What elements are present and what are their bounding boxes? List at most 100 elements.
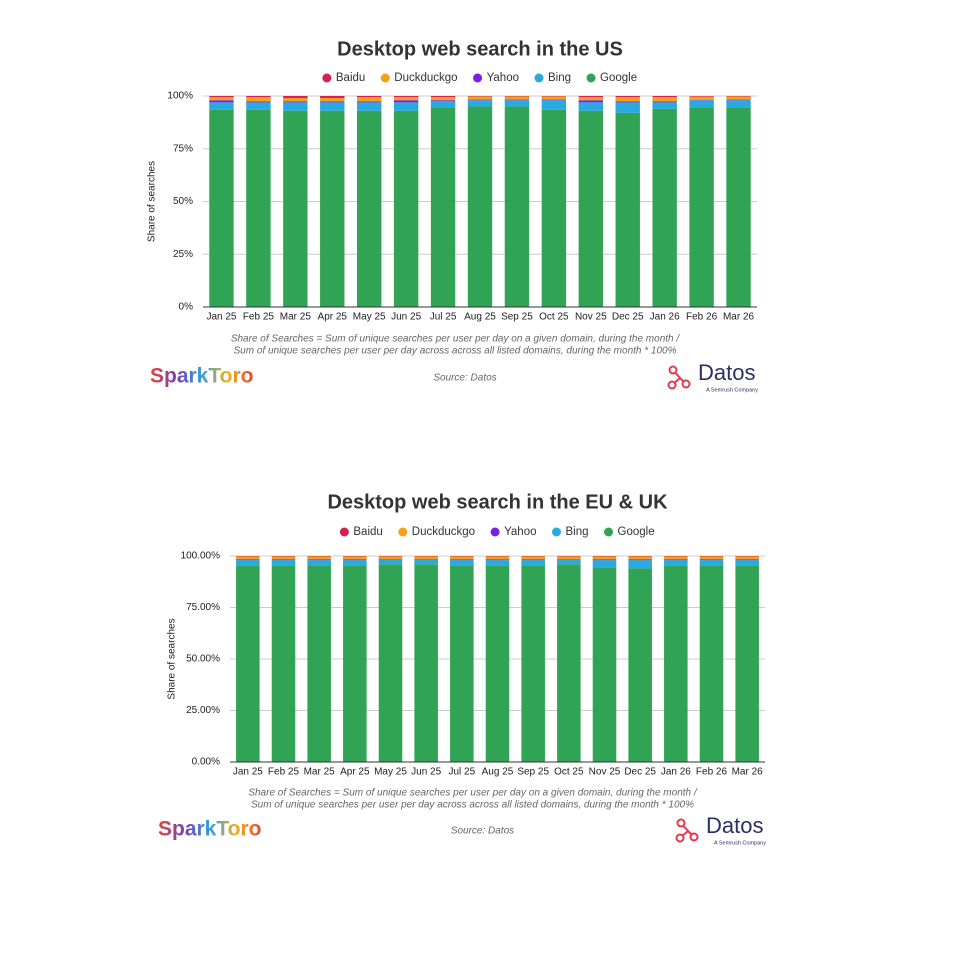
bar-segment	[393, 97, 419, 101]
bar-segment	[578, 110, 603, 308]
source: Source: Datos	[451, 826, 514, 837]
bar-segment	[414, 559, 438, 565]
x-tick-label: Apr 25	[340, 767, 370, 778]
bar-segment	[689, 107, 714, 307]
bar-segment	[209, 100, 234, 103]
bar-segment	[236, 565, 260, 762]
bar-segment	[320, 101, 345, 103]
bar-segment	[320, 110, 345, 308]
x-tick-label: Jul 25	[430, 312, 457, 323]
bar-segment	[320, 96, 345, 99]
x-tick-label: Aug 25	[464, 312, 496, 323]
bar-segment	[504, 106, 530, 307]
y-tick-label: 75.00%	[186, 602, 220, 613]
footnote: Share of Searches = Sum of unique search…	[231, 334, 681, 345]
x-tick-label: Sep 25	[501, 312, 533, 323]
y-tick-label: 100.00%	[181, 551, 221, 562]
y-tick-label: 50.00%	[186, 654, 220, 665]
bar-segment	[735, 565, 759, 762]
bar-segment	[578, 97, 603, 101]
bar-segment	[450, 559, 474, 561]
bar-segment	[357, 110, 382, 308]
bar-segment	[320, 98, 345, 102]
bar-segment	[430, 96, 456, 98]
legend-marker	[398, 527, 408, 537]
bar-segment	[209, 96, 234, 98]
bar-segment	[271, 559, 296, 561]
bar-segment	[521, 560, 545, 566]
x-tick-label: Aug 25	[482, 767, 514, 778]
brand-right-sub: A Semrush Company	[706, 387, 758, 393]
legend-marker	[380, 73, 390, 83]
x-tick-label: Jan 25	[206, 312, 236, 323]
bar-segment	[652, 97, 677, 102]
bar-segment	[578, 102, 603, 111]
brand-left: SparkToro	[158, 818, 261, 841]
bar-segment	[343, 559, 367, 561]
bar-segment	[236, 559, 260, 561]
x-tick-label: Dec 25	[624, 767, 656, 778]
bar-segment	[652, 96, 677, 98]
bar-segment	[541, 109, 567, 307]
bar-segment	[652, 101, 677, 103]
legend-marker	[490, 527, 500, 537]
y-tick-label: 0.00%	[192, 757, 220, 768]
x-tick-label: Mar 26	[723, 312, 755, 323]
brand-right: Datos	[698, 360, 755, 385]
x-tick-label: Apr 25	[318, 312, 348, 323]
bar-segment	[592, 559, 617, 561]
bar-segment	[628, 568, 652, 762]
y-tick-label: 0%	[179, 302, 194, 313]
bar-segment	[393, 100, 419, 103]
bar-segment	[592, 560, 617, 568]
bar-segment	[430, 97, 456, 101]
bar-segment	[652, 108, 677, 307]
bar-segment	[557, 564, 581, 762]
y-tick-label: 75%	[173, 143, 193, 154]
legend-marker	[473, 73, 483, 83]
bar-segment	[615, 102, 640, 113]
x-tick-label: May 25	[374, 767, 407, 778]
bar-segment	[726, 99, 751, 101]
legend: Baidu Duckduckgo Yahoo Bing Google	[339, 526, 655, 538]
legend-label: Yahoo	[504, 526, 536, 538]
bar-segment	[246, 96, 271, 98]
bar-segment	[343, 565, 367, 762]
bar-segment	[735, 560, 759, 566]
legend-label: Duckduckgo	[394, 72, 457, 84]
footnote: Share of Searches = Sum of unique search…	[248, 788, 698, 799]
bar-segment	[664, 556, 688, 560]
bar-segment	[541, 96, 567, 100]
bar-segment	[209, 97, 234, 101]
legend-label: Google	[618, 526, 655, 538]
bar-segment	[557, 559, 581, 560]
bar-segment	[664, 559, 688, 561]
bar-segment	[521, 559, 545, 561]
bar-segment	[699, 565, 724, 762]
legend-label: Bing	[566, 526, 589, 538]
bar-segment	[450, 565, 474, 762]
bar-segment	[504, 99, 530, 101]
bar-segment	[504, 96, 530, 100]
legend-label: Baidu	[336, 72, 365, 84]
y-axis-title: Share of searches	[167, 618, 178, 699]
bar-segment	[557, 556, 581, 560]
bar-segment	[283, 110, 308, 308]
x-tick-label: May 25	[353, 312, 386, 323]
legend-marker	[339, 527, 349, 537]
bar-segment	[450, 556, 474, 560]
bar-segment	[689, 100, 714, 108]
bar-segment	[271, 556, 296, 560]
legend-marker	[534, 73, 544, 83]
bar-segment	[271, 565, 296, 762]
bar-segment	[615, 96, 640, 98]
bar-segment	[430, 101, 456, 108]
bar-segment	[467, 99, 493, 101]
y-tick-label: 25.00%	[186, 705, 220, 716]
brand-right: Datos	[706, 813, 763, 838]
bar-segment	[504, 100, 530, 107]
x-tick-label: Dec 25	[612, 312, 644, 323]
bar-segment	[283, 101, 308, 103]
bar-segment	[209, 102, 234, 110]
bar-segment	[689, 96, 714, 100]
